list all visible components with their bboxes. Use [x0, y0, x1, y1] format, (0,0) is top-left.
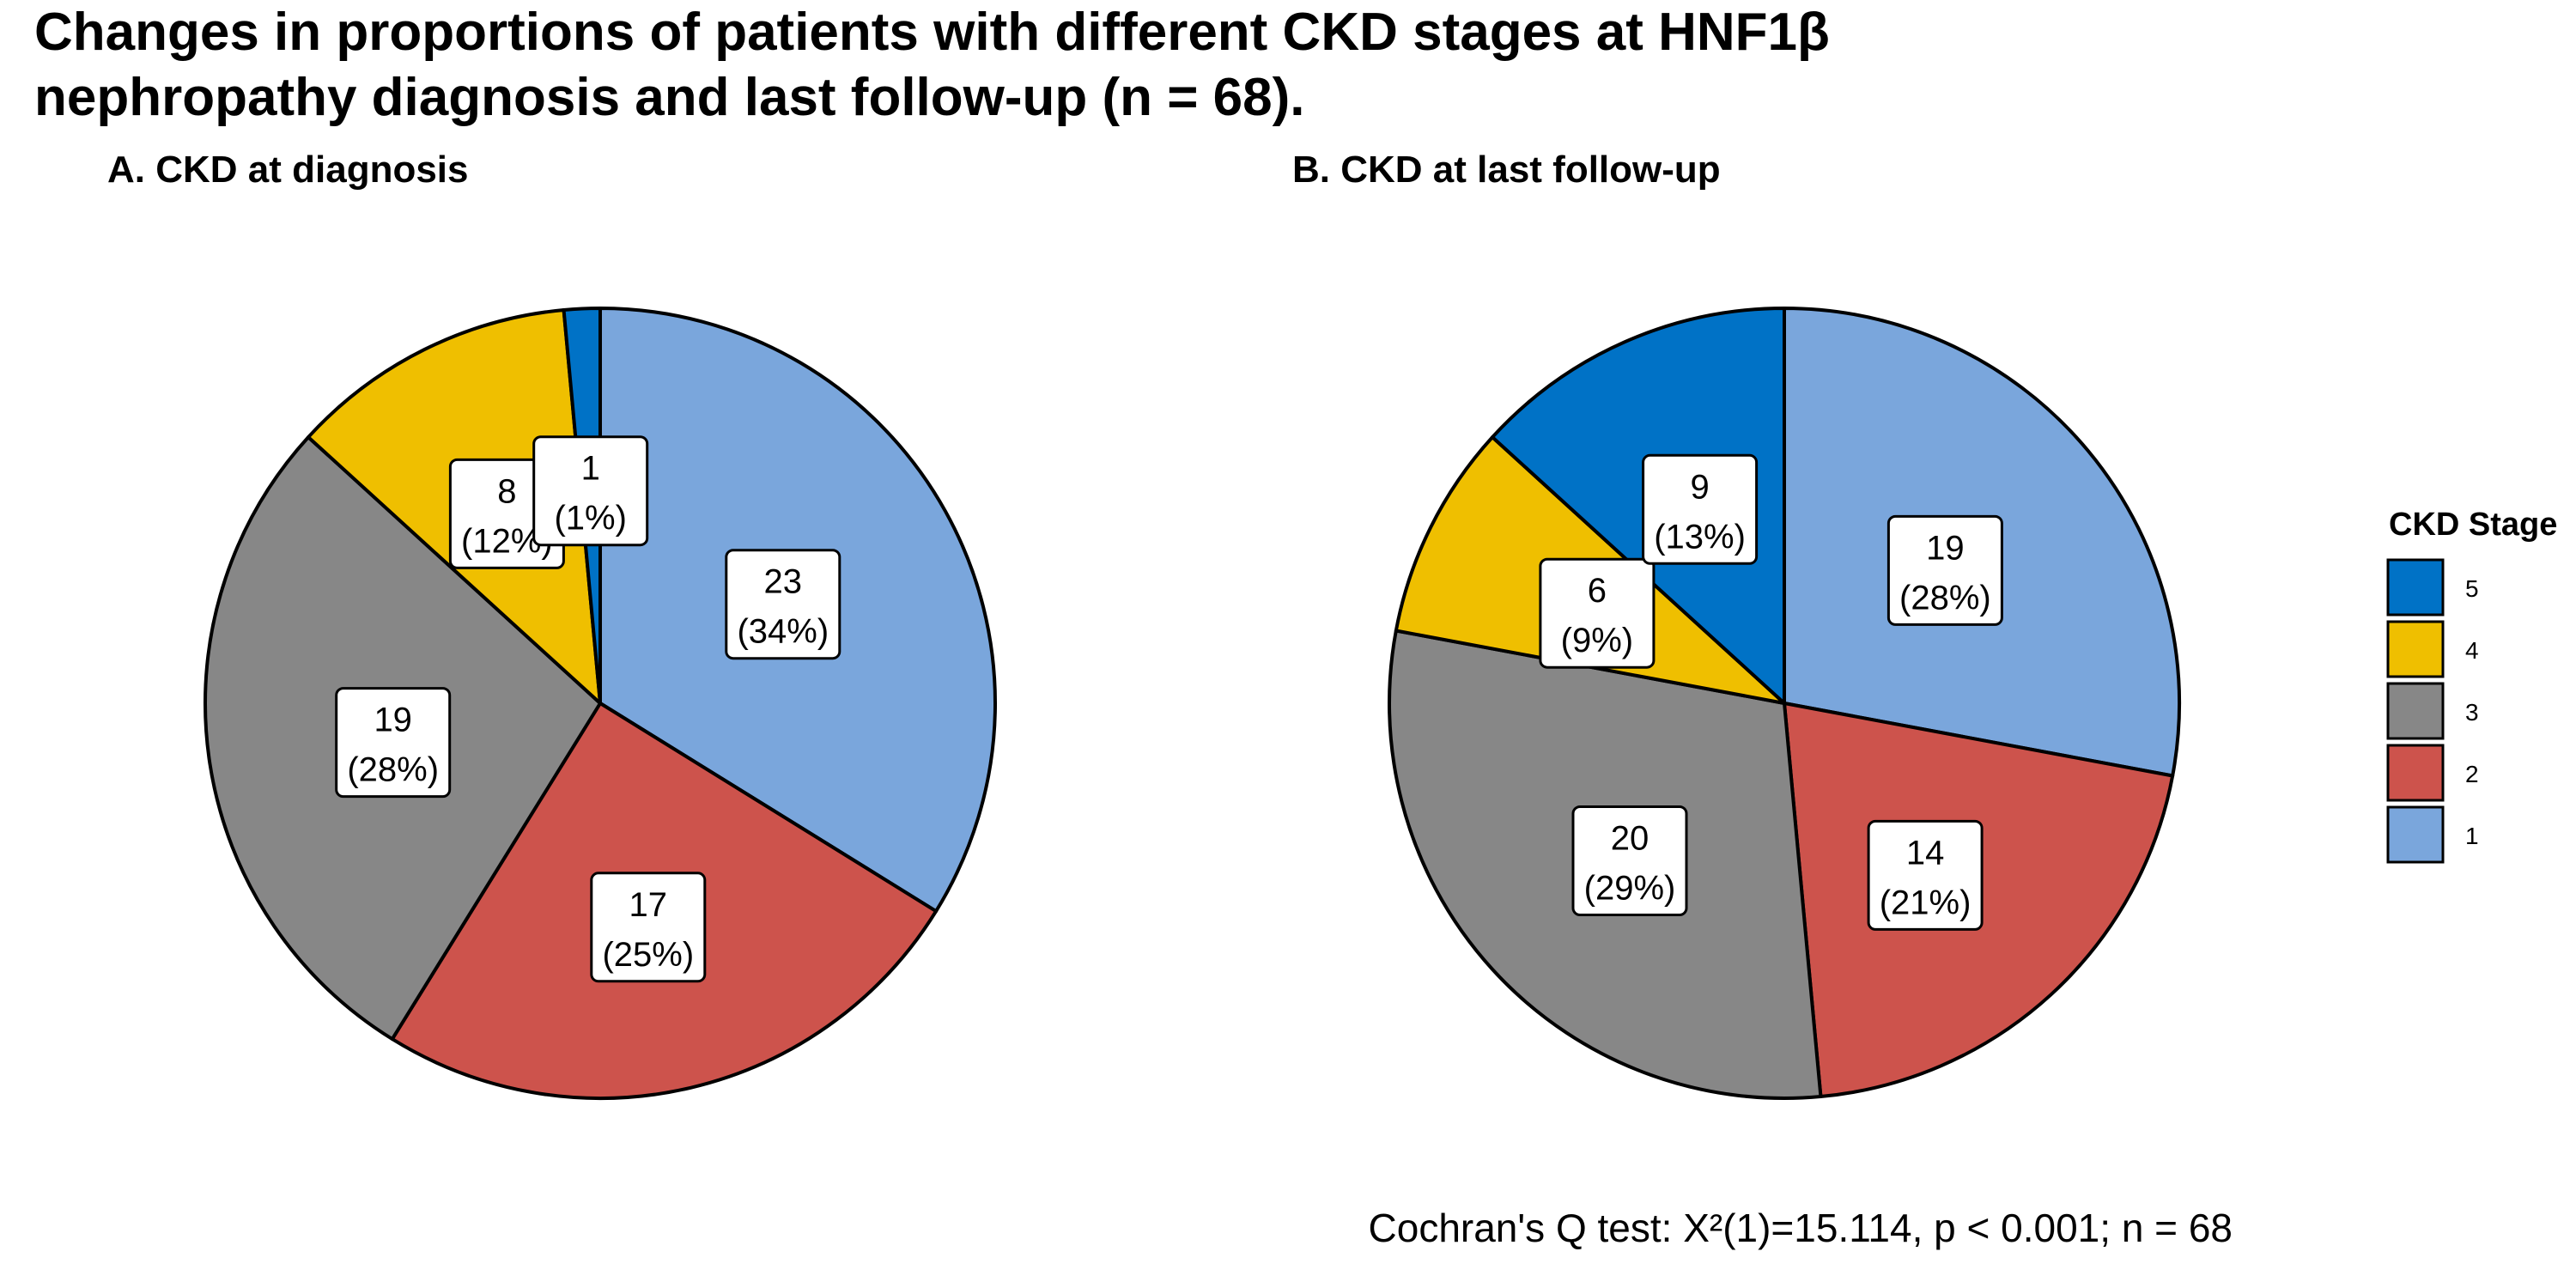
slice-label-follow-up-stage-4: 6 (9%): [1539, 557, 1656, 669]
legend-item-stage-5: 5: [2386, 558, 2479, 617]
slice-count-diagnosis-stage-3: 19: [374, 702, 412, 739]
slice-count-diagnosis-stage-5: 1: [581, 450, 600, 488]
slice-label-box-follow-up-stage-1: [1886, 514, 2003, 626]
legend-swatch-stage-3: [2386, 682, 2445, 740]
slice-label-diagnosis-stage-2: 17 (25%): [590, 872, 707, 983]
slice-count-diagnosis-stage-1: 23: [764, 563, 803, 601]
pie-panel-diagnosis: A. CKD at diagnosis 23 (34%) 17 (25%) 19 (28%…: [107, 149, 997, 1100]
slice-label-box-diagnosis-stage-1: [725, 549, 841, 660]
slice-label-follow-up-stage-1: 19 (28%): [1886, 514, 2003, 626]
slice-label-box-follow-up-stage-5: [1642, 453, 1759, 565]
legend-label-stage-2: 2: [2465, 761, 2479, 787]
figure-title-line-1: Changes in proportions of patients with …: [34, 3, 1830, 62]
slice-label-diagnosis-stage-3: 19 (28%): [335, 687, 452, 799]
figure-title-line-2: nephropathy diagnosis and last follow-up…: [34, 68, 1305, 127]
legend-swatch-stage-1: [2386, 805, 2445, 864]
slice-percent-follow-up-stage-3: (29%): [1584, 870, 1676, 908]
slice-label-box-diagnosis-stage-2: [590, 872, 707, 983]
legend-item-stage-2: 2: [2386, 744, 2479, 802]
slice-count-diagnosis-stage-4: 8: [497, 472, 516, 510]
slice-percent-follow-up-stage-5: (13%): [1654, 518, 1746, 556]
slice-label-box-follow-up-stage-3: [1571, 805, 1688, 916]
figure-title: Changes in proportions of patients with …: [34, 0, 2095, 131]
slice-label-box-diagnosis-stage-3: [335, 687, 452, 799]
slice-label-box-follow-up-stage-2: [1867, 819, 1984, 931]
slice-percent-follow-up-stage-4: (9%): [1561, 622, 1633, 659]
pie-panel-follow-up: B. CKD at last follow-up 19 (28%) 14 (21%) 2…: [1292, 149, 2181, 1100]
pie-chart-follow-up: 19 (28%) 14 (21%) 20 (29%) 6 (9%) 9 (13%): [1388, 307, 2181, 1100]
legend: CKD Stage 5 4 3 2 1: [2386, 507, 2557, 864]
statistics-caption: Cochran's Q test: X²(1)=15.114, p < 0.00…: [1369, 1206, 2233, 1250]
slice-count-diagnosis-stage-2: 17: [629, 886, 668, 924]
panel-title-diagnosis: A. CKD at diagnosis: [107, 149, 469, 191]
legend-label-stage-1: 1: [2465, 823, 2479, 849]
legend-item-stage-3: 3: [2386, 682, 2479, 740]
slice-count-follow-up-stage-3: 20: [1611, 820, 1649, 858]
slice-percent-diagnosis-stage-2: (25%): [602, 936, 694, 974]
slice-count-follow-up-stage-5: 9: [1690, 468, 1709, 506]
legend-item-stage-1: 1: [2386, 805, 2479, 864]
slice-label-follow-up-stage-5: 9 (13%): [1642, 453, 1759, 565]
slice-count-follow-up-stage-2: 14: [1906, 834, 1945, 872]
slice-label-diagnosis-stage-1: 23 (34%): [725, 549, 841, 660]
legend-label-stage-4: 4: [2465, 637, 2479, 664]
legend-swatch-stage-2: [2386, 744, 2445, 802]
legend-label-stage-5: 5: [2465, 575, 2479, 602]
legend-swatch-stage-4: [2386, 620, 2445, 678]
slice-label-diagnosis-stage-5: 1 (1%): [532, 435, 649, 547]
legend-swatch-stage-5: [2386, 558, 2445, 617]
panel-title-follow-up: B. CKD at last follow-up: [1292, 149, 1721, 191]
slice-count-follow-up-stage-4: 6: [1588, 572, 1607, 610]
slice-label-box-diagnosis-stage-5: [532, 435, 649, 547]
slice-percent-follow-up-stage-2: (21%): [1880, 884, 1971, 921]
slice-percent-diagnosis-stage-1: (34%): [737, 613, 829, 651]
slice-percent-diagnosis-stage-5: (1%): [554, 500, 626, 538]
pie-chart-diagnosis: 23(34%)17(25%)19(28%)8(12%)1(1%): [204, 307, 997, 1100]
legend-items: 5 4 3 2 1: [2386, 558, 2479, 864]
pie-slice-follow-up-stage-5: [1491, 307, 1786, 705]
slice-label-follow-up-stage-2: 14 (21%): [1867, 819, 1984, 931]
slice-label-box-follow-up-stage-4: [1539, 557, 1656, 669]
slice-percent-diagnosis-stage-3: (28%): [347, 751, 439, 789]
slice-label-follow-up-stage-3: 20 (29%): [1571, 805, 1688, 916]
slice-count-follow-up-stage-1: 19: [1926, 529, 1965, 567]
legend-title: CKD Stage: [2389, 507, 2557, 543]
slice-percent-follow-up-stage-1: (28%): [1899, 579, 1991, 617]
legend-item-stage-4: 4: [2386, 620, 2479, 678]
legend-label-stage-3: 3: [2465, 699, 2479, 726]
